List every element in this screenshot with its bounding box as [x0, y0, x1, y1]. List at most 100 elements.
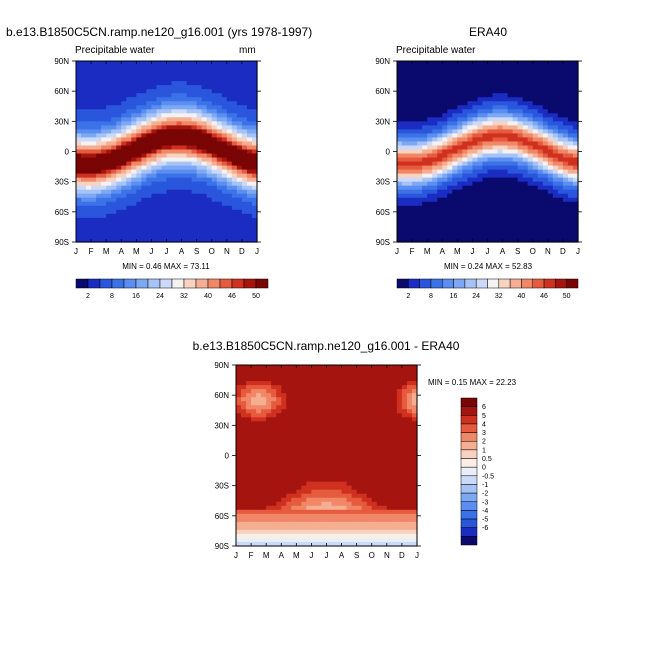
heatmap-cell — [231, 157, 238, 163]
heatmap-cell — [91, 237, 97, 243]
heatmap-cell — [366, 377, 373, 382]
heatmap-cell — [417, 97, 423, 102]
heatmap-cell — [547, 153, 554, 159]
colorbar-box — [111, 278, 125, 289]
heatmap-cell — [437, 65, 443, 70]
heatmap-cell — [492, 145, 499, 151]
heatmap-cell — [472, 69, 479, 74]
heatmap-cell — [121, 97, 127, 102]
heatmap-cell — [381, 477, 388, 483]
heatmap-cell — [527, 161, 534, 167]
heatmap-cell — [176, 153, 183, 159]
heatmap-cell — [537, 201, 544, 207]
heatmap-cell — [427, 65, 433, 70]
heatmap-cell — [336, 525, 343, 531]
heatmap-cell — [76, 169, 82, 175]
heatmap-cell — [547, 209, 554, 215]
heatmap-cell — [171, 89, 178, 94]
x-tick-label: M — [103, 247, 110, 256]
heatmap-cell — [321, 385, 328, 390]
heatmap-cell — [136, 125, 142, 130]
heatmap-cell — [482, 121, 489, 126]
heatmap-cell — [497, 141, 504, 147]
heatmap-cell — [76, 165, 82, 171]
heatmap-cell — [171, 141, 178, 147]
heatmap-cell — [517, 189, 524, 195]
heatmap-cell — [246, 93, 253, 98]
heatmap-cell — [206, 113, 213, 118]
heatmap-cell — [151, 65, 158, 70]
heatmap-cell — [417, 193, 423, 199]
heatmap-cell — [281, 473, 287, 479]
heatmap-cell — [161, 77, 168, 82]
heatmap-cell — [336, 425, 343, 430]
heatmap-cell — [562, 81, 569, 86]
heatmap-cell — [406, 381, 413, 386]
heatmap-cell — [336, 405, 343, 410]
heatmap-cell — [562, 89, 569, 94]
heatmap-cell — [487, 85, 494, 90]
heatmap-cell — [106, 169, 112, 175]
heatmap-cell — [361, 473, 368, 479]
heatmap-cell — [527, 189, 534, 195]
heatmap-cell — [236, 109, 243, 114]
heatmap-cell — [502, 157, 509, 163]
colorbar-label: 50 — [252, 293, 260, 300]
heatmap-cell — [251, 109, 258, 114]
heatmap-cell — [181, 85, 188, 90]
heatmap-cell — [407, 61, 413, 66]
heatmap-cell — [296, 533, 302, 539]
heatmap-cell — [86, 205, 92, 211]
heatmap-cell — [121, 73, 127, 78]
heatmap-cell — [386, 529, 393, 535]
heatmap-cell — [171, 221, 178, 227]
heatmap-cell — [81, 137, 87, 143]
heatmap-cell — [311, 397, 318, 402]
heatmap-cell — [542, 89, 549, 94]
heatmap-cell — [401, 477, 408, 483]
heatmap-cell — [96, 165, 102, 171]
heatmap-cell — [397, 121, 403, 126]
heatmap-cell — [432, 145, 438, 151]
heatmap-cell — [276, 445, 282, 451]
heatmap-cell — [406, 453, 413, 459]
heatmap-cell — [166, 77, 173, 82]
heatmap-cell — [206, 145, 213, 151]
heatmap-cell — [402, 97, 408, 102]
heatmap-cell — [477, 237, 484, 243]
heatmap-cell — [211, 189, 218, 195]
heatmap-cell — [437, 157, 443, 163]
heatmap-cell — [241, 205, 248, 211]
heatmap-cell — [271, 489, 277, 495]
heatmap-cell — [286, 393, 292, 398]
heatmap-cell — [166, 185, 173, 191]
heatmap-cell — [256, 389, 262, 394]
heatmap-cell — [256, 509, 262, 515]
heatmap-cell — [296, 401, 302, 406]
heatmap-cell — [517, 133, 524, 139]
heatmap-cell — [91, 125, 97, 130]
heatmap-cell — [341, 501, 348, 507]
heatmap-cell — [291, 425, 297, 430]
heatmap-cell — [246, 137, 253, 143]
heatmap-cell — [206, 69, 213, 74]
heatmap-cell — [221, 161, 228, 167]
heatmap-cell — [256, 481, 262, 487]
heatmap-cell — [477, 201, 484, 207]
heatmap-cell — [181, 209, 188, 215]
heatmap-cell — [427, 189, 433, 195]
heatmap-cell — [126, 173, 132, 179]
heatmap-cell — [497, 145, 504, 151]
heatmap-cell — [301, 417, 307, 422]
heatmap-cell — [301, 521, 307, 527]
heatmap-cell — [522, 237, 529, 243]
heatmap-cell — [111, 177, 117, 183]
heatmap-cell — [241, 109, 248, 114]
heatmap-cell — [311, 393, 318, 398]
heatmap-cell — [452, 157, 458, 163]
heatmap-cell — [236, 169, 243, 175]
heatmap-cell — [211, 217, 218, 223]
heatmap-cell — [156, 69, 163, 74]
heatmap-cell — [191, 181, 198, 187]
heatmap-cell — [386, 449, 393, 455]
